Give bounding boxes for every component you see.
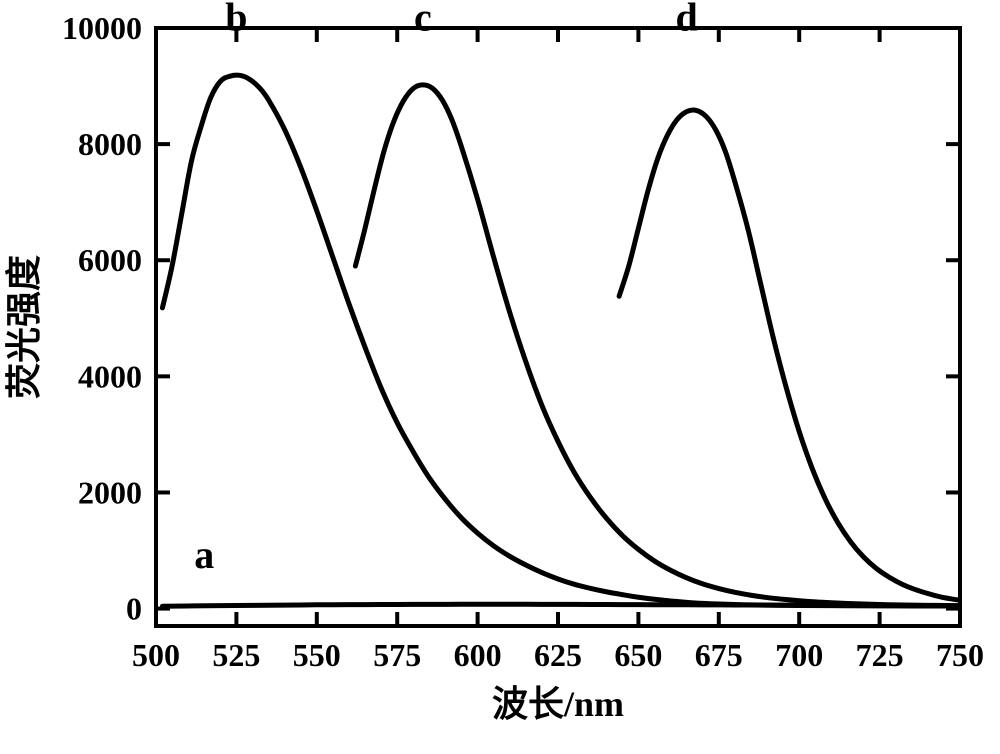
x-tick-label: 575 <box>373 637 421 673</box>
chart-svg: 500 525 550 575 600 625 650 675 700 725 750 0 2000 40… <box>0 0 1000 754</box>
x-tick-label: 625 <box>534 637 582 673</box>
x-tick-label: 725 <box>856 637 904 673</box>
x-tick-label: 675 <box>695 637 743 673</box>
x-axis-title: 波长/nm <box>492 684 624 724</box>
x-tick-label: 525 <box>212 637 260 673</box>
x-tick-label: 600 <box>454 637 502 673</box>
series-label-a: a <box>194 532 214 577</box>
y-tick-label: 8000 <box>78 126 142 162</box>
x-tick-label: 650 <box>614 637 662 673</box>
series-label-d: d <box>676 0 698 39</box>
y-tick-label: 2000 <box>78 474 142 510</box>
series-d <box>619 110 960 600</box>
y-tick-label: 10000 <box>62 10 142 46</box>
y-tick-label: 6000 <box>78 242 142 278</box>
series-label-c: c <box>414 0 432 39</box>
y-tick-label: 0 <box>126 591 142 627</box>
y-tick-label: 4000 <box>78 358 142 394</box>
fluorescence-spectra-chart: 500 525 550 575 600 625 650 675 700 725 750 0 2000 40… <box>0 0 1000 754</box>
series-label-b: b <box>225 0 247 39</box>
y-axis-title: 荧光强度 <box>4 255 44 399</box>
x-tick-label: 550 <box>293 637 341 673</box>
x-tick-label: 750 <box>936 637 984 673</box>
x-tick-label: 700 <box>775 637 823 673</box>
x-tick-label: 500 <box>132 637 180 673</box>
